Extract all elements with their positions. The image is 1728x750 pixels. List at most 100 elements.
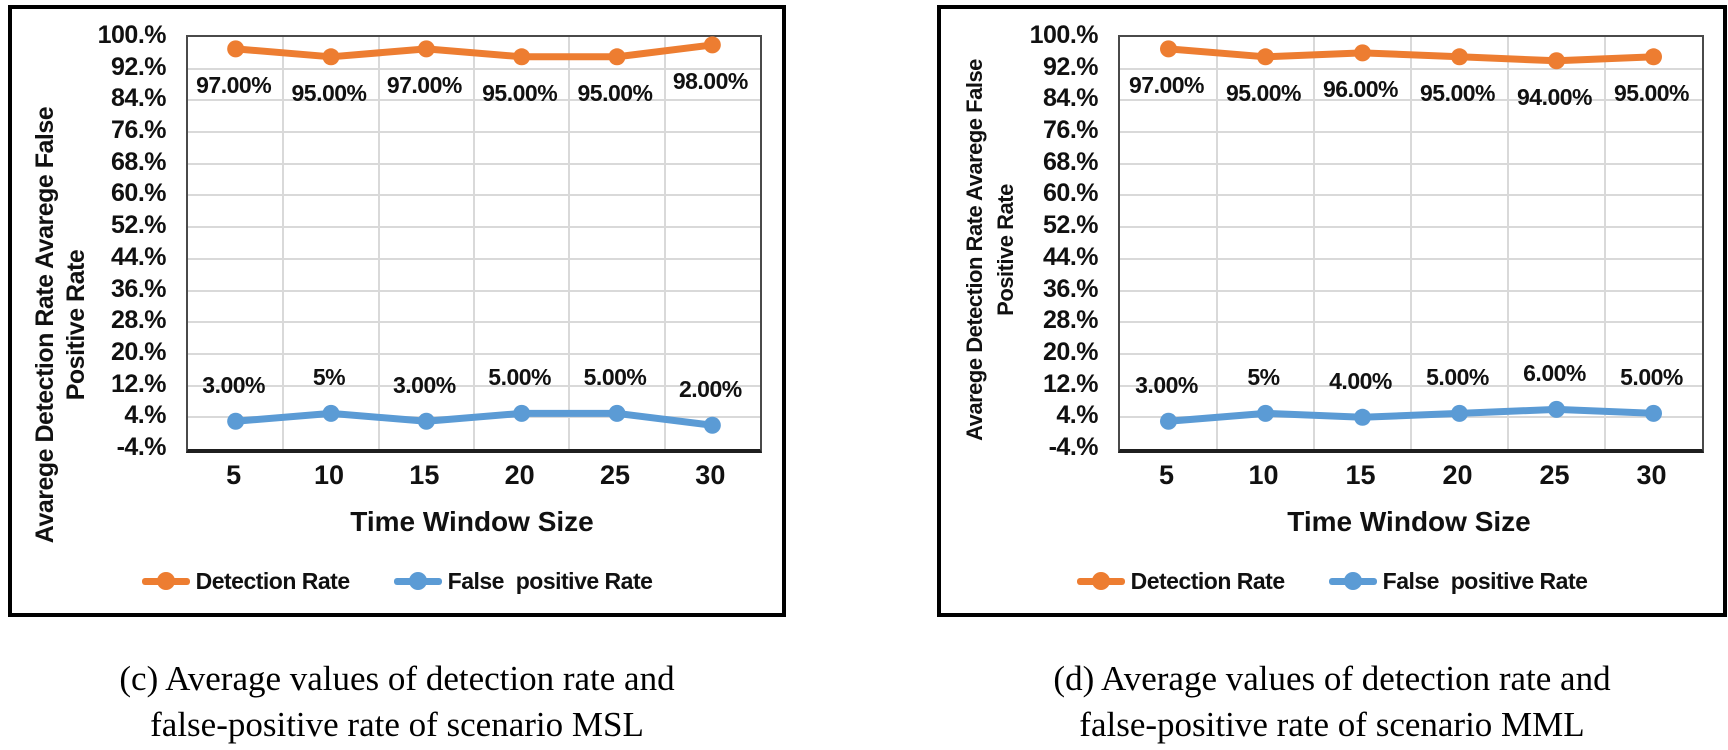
data-label-detection-rate: 95.00%	[291, 79, 367, 106]
marker-detection-rate	[703, 36, 721, 54]
y-axis-tick-label: 92.%	[111, 52, 166, 81]
data-label-detection-rate: 94.00%	[1516, 83, 1593, 110]
caption-line: false-positive rate of scenario MML	[1079, 705, 1585, 744]
y-axis-tick-label: 36.%	[111, 274, 166, 303]
legend-line-marker-icon	[393, 572, 442, 590]
y-axis-tick-label: 52.%	[1043, 211, 1098, 240]
line-false-positive-rate	[1165, 405, 1657, 425]
gridline-vertical	[377, 37, 380, 449]
caption-line: (c) Average values of detection rate and	[119, 659, 675, 698]
y-axis-tick-label: 52.%	[111, 211, 166, 240]
legend-item-false-positive-rate: False positive Rate	[1328, 567, 1588, 595]
data-label-detection-rate: 95.00%	[577, 79, 653, 106]
data-label-detection-rate: 96.00%	[1322, 75, 1399, 102]
data-label-false-positive-rate: 5.00%	[1426, 364, 1489, 391]
y-axis-tick-label: 44.%	[1043, 242, 1098, 271]
y-axis-tick-label: 60.%	[111, 179, 166, 208]
y-axis-tick-label: 20.%	[1043, 337, 1098, 366]
gridline-vertical	[663, 37, 666, 449]
marker-false-positive-rate	[608, 404, 626, 422]
data-label-detection-rate: 95.00%	[1419, 79, 1496, 106]
line-detection-rate	[1165, 45, 1657, 65]
plot-area	[1118, 35, 1704, 453]
gridline-vertical	[1313, 37, 1315, 449]
figure-caption-c: (c) Average values of detection rate and…	[8, 656, 786, 748]
legend-line-marker-icon	[1076, 572, 1125, 590]
x-axis-title: Time Window Size	[350, 506, 594, 537]
data-label-false-positive-rate: 5.00%	[583, 364, 647, 391]
legend-item-detection-rate: Detection Rate	[141, 567, 351, 595]
legend-label: False positive Rate	[1382, 567, 1588, 594]
y-axis-tick-label: 12.%	[111, 369, 166, 398]
data-label-false-positive-rate: 6.00%	[1523, 360, 1586, 387]
marker-detection-rate	[1645, 48, 1662, 66]
gridline-vertical	[1410, 37, 1412, 449]
marker-detection-rate	[608, 48, 626, 66]
legend-item-detection-rate: Detection Rate	[1076, 567, 1286, 595]
y-axis-tick-label: 4.%	[124, 401, 166, 430]
legend-marker-dot-icon	[1343, 572, 1362, 590]
y-axis-tick-label: 44.%	[111, 242, 166, 271]
data-label-false-positive-rate: 3.00%	[1135, 372, 1198, 399]
legend-item-false-positive-rate: False positive Rate	[393, 567, 653, 595]
marker-false-positive-rate	[1354, 408, 1371, 426]
data-label-false-positive-rate: 3.00%	[202, 372, 266, 399]
data-label-false-positive-rate: 5.00%	[1620, 364, 1683, 391]
legend-line-marker-icon	[141, 572, 190, 590]
y-axis-tick-label: 92.%	[1043, 52, 1098, 81]
marker-false-positive-rate	[513, 404, 531, 422]
y-axis-tick-label: 68.%	[111, 147, 166, 176]
x-axis-title: Time Window Size	[1287, 506, 1531, 537]
marker-detection-rate	[322, 48, 340, 66]
legend-marker-dot-icon	[408, 572, 427, 590]
data-label-false-positive-rate: 5%	[1247, 364, 1280, 391]
caption-line: false-positive rate of scenario MSL	[150, 705, 644, 744]
marker-false-positive-rate	[703, 416, 721, 434]
plot-area	[186, 35, 762, 453]
data-label-detection-rate: 95.00%	[1613, 79, 1690, 106]
y-axis-tick-label: 28.%	[111, 306, 166, 335]
legend: Detection Rate False positive Rate	[941, 561, 1723, 601]
legend-marker-dot-icon	[156, 572, 175, 590]
x-axis-tick-label: 20	[504, 460, 535, 490]
y-axis-tick-label: 100.%	[1029, 21, 1099, 49]
y-axis-tick-label: 100.%	[97, 21, 167, 49]
y-axis-tick-label: 84.%	[1043, 84, 1098, 113]
marker-false-positive-rate	[1160, 412, 1177, 430]
y-axis-tick-label: 76.%	[111, 116, 166, 145]
y-axis-tick-label: -4.%	[1048, 433, 1099, 461]
x-axis-tick-label: 20	[1442, 460, 1473, 490]
marker-detection-rate	[513, 48, 531, 66]
x-axis-tick-label: 15	[409, 460, 440, 490]
data-label-false-positive-rate: 3.00%	[392, 372, 456, 399]
legend-label: Detection Rate	[1130, 567, 1286, 594]
legend-label: Detection Rate	[195, 567, 351, 594]
marker-false-positive-rate	[1645, 404, 1662, 422]
x-axis-tick-label: 30	[1636, 460, 1667, 490]
figure-caption-d: (d) Average values of detection rate and…	[937, 656, 1727, 748]
chart-series-canvas	[227, 36, 721, 434]
y-axis-tick-label: 4.%	[1056, 401, 1098, 430]
chart-panel-mml: Avarege Detection Rate Avarege False Posi…	[937, 5, 1727, 617]
legend-label: False positive Rate	[447, 567, 653, 594]
y-axis-tick-label: 20.%	[111, 337, 166, 366]
data-label-detection-rate: 98.00%	[672, 67, 749, 94]
marker-detection-rate	[1160, 40, 1177, 58]
y-axis-tick-label: 68.%	[1043, 147, 1098, 176]
marker-detection-rate	[417, 40, 435, 58]
marker-detection-rate	[1354, 44, 1371, 62]
data-label-false-positive-rate: 5.00%	[488, 364, 552, 391]
marker-detection-rate	[1548, 52, 1565, 70]
marker-false-positive-rate	[322, 404, 340, 422]
y-axis-tick-label: 84.%	[111, 84, 166, 113]
marker-false-positive-rate	[1257, 404, 1274, 422]
marker-detection-rate	[1257, 48, 1274, 66]
legend-marker-dot-icon	[1091, 572, 1110, 590]
gridline-vertical	[282, 37, 285, 449]
caption-line: (d) Average values of detection rate and	[1053, 659, 1611, 698]
legend-line-marker-icon	[1328, 572, 1377, 590]
legend: Detection Rate False positive Rate	[12, 561, 782, 601]
x-axis-tick-label: 5	[1158, 460, 1175, 490]
line-detection-rate	[232, 41, 716, 61]
